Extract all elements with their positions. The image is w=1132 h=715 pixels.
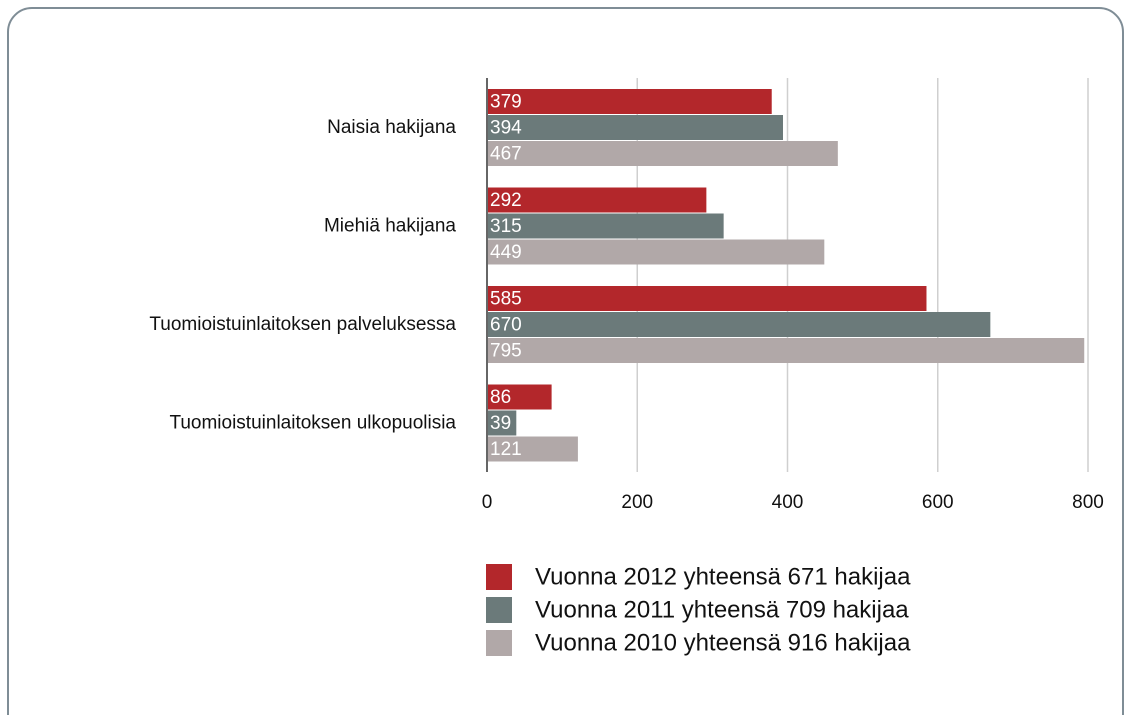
category-label: Naisia hakijana: [327, 117, 456, 138]
bar: [487, 312, 991, 337]
category-label: Tuomioistuinlaitoksen palveluksessa: [149, 314, 456, 335]
x-tick-label: 400: [772, 492, 804, 513]
bar: [487, 338, 1085, 363]
legend-swatch: [486, 597, 512, 623]
x-tick-label: 200: [621, 492, 653, 513]
legend-label: Vuonna 2011 yhteensä 709 hakijaa: [535, 596, 909, 623]
data-label: 315: [490, 216, 522, 237]
legend-label: Vuonna 2012 yhteensä 671 hakijaa: [535, 563, 911, 590]
x-tick-label: 800: [1072, 492, 1104, 513]
bar: [487, 89, 772, 114]
legend-swatch: [486, 630, 512, 656]
data-label: 39: [490, 413, 511, 434]
bar: [487, 384, 552, 410]
bar: [487, 410, 517, 436]
data-label: 121: [490, 439, 522, 460]
data-label: 449: [490, 242, 522, 263]
bar: [487, 141, 838, 166]
data-label: 394: [490, 118, 522, 139]
legend-swatch: [486, 564, 512, 590]
data-label: 670: [490, 315, 522, 336]
x-tick-label: 600: [922, 492, 954, 513]
category-label: Miehiä hakijana: [324, 216, 456, 237]
bar: [487, 213, 724, 239]
data-label: 585: [490, 289, 522, 310]
data-label: 467: [490, 144, 522, 165]
bar: [487, 239, 825, 265]
bar: [487, 436, 578, 462]
bar: [487, 115, 783, 140]
data-label: 292: [490, 190, 522, 211]
data-label: 86: [490, 387, 511, 408]
data-label: 379: [490, 92, 522, 113]
category-label: Tuomioistuinlaitoksen ulkopuolisia: [169, 413, 456, 434]
bar: [487, 286, 927, 311]
legend-label: Vuonna 2010 yhteensä 916 hakijaa: [535, 629, 911, 656]
x-tick-label: 0: [482, 492, 493, 513]
bar: [487, 187, 707, 213]
data-label: 795: [490, 341, 522, 362]
